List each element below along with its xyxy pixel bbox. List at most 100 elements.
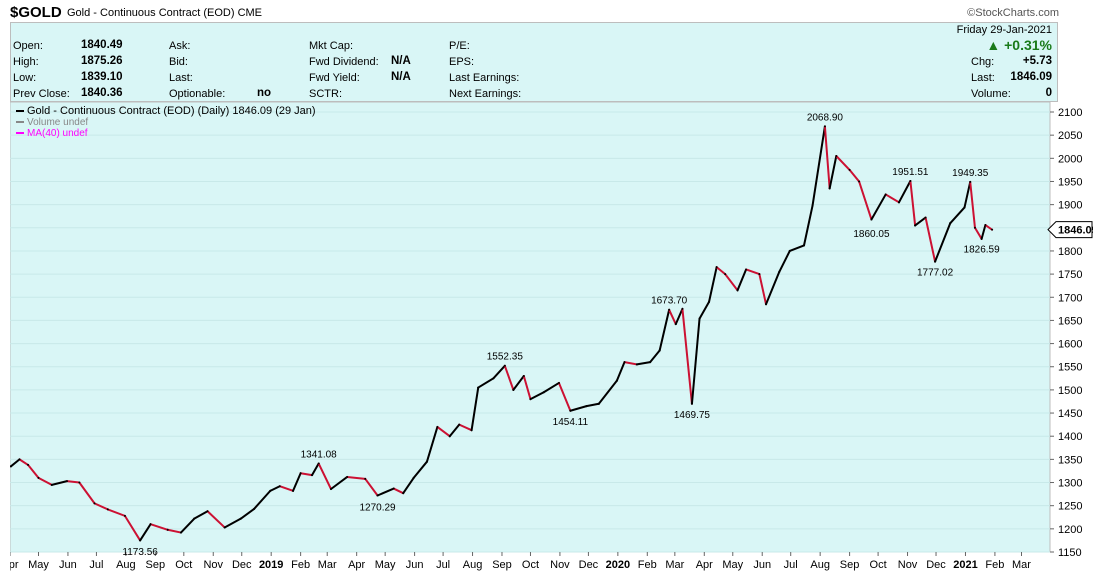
- x-tick-label: Mar: [1012, 559, 1031, 571]
- price-point: [658, 349, 661, 352]
- price-segment: [193, 510, 209, 520]
- price-chart[interactable]: 1150 1200 1250 1300 1350 1400 1450 1500 1550 1600…: [1, 101, 1093, 573]
- last-price-label: Last:: [971, 72, 995, 84]
- price-segment: [715, 266, 727, 276]
- price-chart-svg: 1150 1200 1250 1300 1350 1400 1450 1500 1550 1600…: [1, 101, 1093, 571]
- price-segment: [166, 528, 182, 534]
- price-segment: [969, 180, 976, 229]
- price-segment: [477, 377, 495, 389]
- price-segment: [897, 180, 912, 204]
- x-tick-label: Jul: [89, 559, 103, 571]
- price-point: [597, 402, 600, 405]
- price-annotation: 1270.29: [359, 502, 396, 513]
- price-annotation: 1552.35: [487, 352, 524, 363]
- fwd-dividend-label: Fwd Dividend:: [309, 56, 379, 68]
- price-segment: [436, 425, 451, 438]
- price-point: [585, 405, 588, 408]
- price-point: [724, 273, 727, 276]
- bid-label: Bid:: [169, 56, 188, 68]
- prev-close-label: Prev Close:: [13, 88, 70, 100]
- price-segment: [93, 502, 109, 511]
- x-tick-label: Sep: [840, 559, 860, 571]
- price-segment: [512, 375, 525, 391]
- price-point: [37, 476, 40, 479]
- high-label: High:: [13, 56, 39, 68]
- pe-label: P/E:: [449, 40, 470, 52]
- mkt-cap-label: Mkt Cap:: [309, 40, 354, 52]
- price-annotation: 1826.59: [964, 245, 1001, 256]
- price-point: [980, 237, 983, 240]
- prev-close-value: 1840.36: [81, 87, 123, 99]
- price-point: [436, 425, 439, 428]
- price-point: [278, 485, 281, 488]
- exchange-text: CME: [237, 7, 263, 19]
- price-segment: [649, 349, 661, 364]
- change-percent-value: +0.31%: [1004, 37, 1052, 53]
- price-point: [690, 402, 693, 405]
- x-tick-label: Oct: [175, 559, 192, 571]
- price-point: [542, 391, 545, 394]
- x-tick-label: May: [722, 559, 743, 571]
- price-segment: [492, 364, 506, 380]
- x-tick-label: Mar: [318, 559, 337, 571]
- y-tick-label: 1700: [1058, 292, 1082, 304]
- price-point: [736, 289, 739, 292]
- price-point: [715, 266, 718, 269]
- price-segment: [402, 476, 415, 495]
- x-tick-label: Mar: [665, 559, 684, 571]
- price-point: [963, 206, 966, 209]
- price-segment: [615, 361, 626, 382]
- price-segment: [65, 480, 81, 484]
- price-point: [330, 488, 333, 491]
- x-tick-label: Feb: [291, 559, 310, 571]
- price-point: [803, 244, 806, 247]
- stockcharts-logo: ©StockCharts.com: [967, 7, 1059, 19]
- price-point: [557, 381, 560, 384]
- price-segment: [745, 268, 761, 276]
- price-segment: [803, 204, 814, 247]
- price-point: [765, 303, 768, 306]
- price-segment: [708, 266, 718, 303]
- price-segment: [139, 523, 152, 542]
- x-tick-label: May: [28, 559, 49, 571]
- price-point: [193, 517, 196, 520]
- price-point: [239, 517, 242, 520]
- price-point: [884, 193, 887, 196]
- price-point: [149, 523, 152, 526]
- y-tick-label: 1300: [1058, 478, 1082, 490]
- price-point: [635, 363, 638, 366]
- price-segment: [18, 458, 30, 466]
- price-segment: [724, 273, 739, 292]
- price-point: [914, 224, 917, 227]
- price-segment: [392, 487, 405, 495]
- chg-value: +5.73: [1022, 55, 1052, 67]
- price-point: [858, 180, 861, 183]
- price-point: [984, 224, 987, 227]
- x-tick-label: Feb: [985, 559, 1004, 571]
- price-point: [425, 460, 428, 463]
- price-segment: [758, 273, 768, 306]
- price-point: [402, 492, 405, 495]
- price-segment: [78, 481, 96, 505]
- price-point: [969, 180, 972, 183]
- y-tick-label: 2100: [1058, 107, 1082, 119]
- price-point: [848, 168, 851, 171]
- high-value: 1875.26: [81, 55, 123, 67]
- price-point: [788, 249, 791, 252]
- open-label: Open:: [13, 40, 43, 52]
- price-segment: [690, 317, 701, 405]
- low-label: Low:: [13, 72, 37, 84]
- price-point: [811, 204, 814, 207]
- x-tick-label: Aug: [463, 559, 483, 571]
- x-tick-label: Feb: [638, 559, 657, 571]
- price-point: [123, 514, 126, 517]
- price-point: [27, 463, 30, 466]
- price-point: [973, 226, 976, 229]
- price-point: [18, 458, 21, 461]
- price-segment: [542, 381, 560, 394]
- y-tick-label: 1400: [1058, 431, 1082, 443]
- price-point: [623, 361, 626, 364]
- x-tick-label: Sep: [146, 559, 166, 571]
- price-segment: [736, 268, 748, 292]
- price-segment: [330, 475, 349, 491]
